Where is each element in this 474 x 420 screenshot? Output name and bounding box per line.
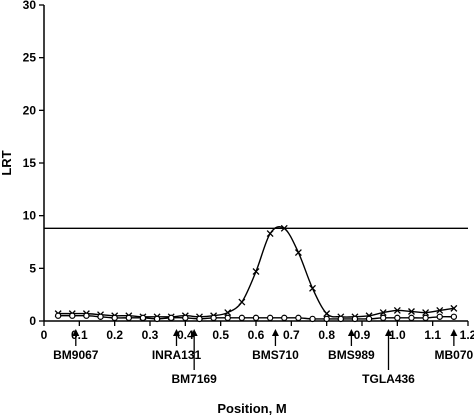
marker-label: BMS989	[328, 348, 375, 362]
marker-inra131: INRA131	[152, 329, 202, 362]
x-tick-label: 0.2	[106, 328, 123, 342]
data-point-o	[436, 313, 443, 320]
data-point-o	[111, 314, 118, 322]
data-point-o	[196, 315, 203, 323]
marker-arrow-head	[450, 329, 458, 336]
marker-layer: BM9067 INRA131 BM7169 BMS710 BMS989 TGLA436 MB…	[53, 329, 474, 386]
y-tick-label: 0	[29, 314, 36, 328]
marker-label: MB070	[435, 348, 474, 362]
data-point-o	[309, 315, 316, 323]
data-point-o	[365, 315, 373, 323]
data-point-o	[281, 314, 288, 322]
marker-label: TGLA436	[362, 372, 415, 386]
data-point-x	[294, 249, 302, 256]
data-point-x	[280, 224, 288, 232]
marker-arrow-head	[347, 329, 355, 336]
x-tick-label: 0.8	[318, 328, 335, 342]
y-tick-label: 25	[23, 51, 37, 65]
data-point-o	[69, 312, 76, 319]
data-point-o	[323, 315, 330, 323]
marker-bm7169: BM7169	[171, 329, 217, 386]
x-tick-label: 1.0	[389, 328, 406, 342]
data-point-o	[210, 314, 217, 322]
marker-bms710: BMS710	[252, 329, 299, 362]
data-point-x	[408, 308, 415, 315]
y-tick-label: 15	[23, 156, 37, 170]
x-tick-label: 0	[41, 328, 48, 342]
x-tick-label: 0.4	[177, 328, 194, 342]
y-tick-label: 5	[29, 261, 36, 275]
y-tick-label: 20	[23, 103, 37, 117]
data-point-o	[97, 313, 104, 320]
data-point-x	[393, 307, 401, 314]
data-point-o	[252, 314, 260, 322]
x-tick-label: 0.7	[283, 328, 300, 342]
marker-tgla436: TGLA436	[362, 329, 415, 386]
data-point-o	[54, 312, 62, 319]
data-point-x	[379, 309, 387, 317]
marker-arrow-head	[173, 329, 180, 336]
data-point-o	[450, 313, 458, 320]
y-tick-label: 10	[23, 209, 37, 223]
x-tick-label: 0.5	[212, 328, 229, 342]
y-ticks: 0 5 10 15 20 25 30	[23, 0, 44, 328]
data-point-o	[337, 315, 344, 323]
data-point-o	[182, 314, 189, 322]
data-point-o	[394, 314, 401, 322]
marker-bm9067: BM9067	[53, 329, 99, 362]
data-point-o	[139, 314, 147, 322]
x-tick-label: 0.6	[248, 328, 265, 342]
data-point-x	[224, 309, 232, 317]
data-point-o	[125, 314, 133, 322]
data-point-x	[323, 310, 331, 318]
marker-arrow-head	[190, 329, 198, 336]
marker-label: INRA131	[152, 348, 202, 362]
data-point-o	[224, 314, 231, 322]
y-tick-label: 30	[23, 0, 37, 12]
x-tick-label: 1.2	[460, 328, 474, 342]
marker-label: BMS710	[252, 348, 299, 362]
marker-mb070: MB070	[435, 329, 474, 362]
data-point-o	[295, 314, 302, 322]
y-axis-title: LRT	[0, 150, 14, 175]
data-point-x	[309, 284, 316, 292]
data-point-x	[450, 304, 458, 312]
data-point-x	[252, 268, 260, 275]
data-point-o	[83, 312, 90, 319]
x-ticks: 0 0.1 0.2 0.3 0.4 0.5 0.6 0.7 0.8 0.9 1.0 1.1 1.2	[41, 321, 474, 342]
x-axis-title: Position, M	[217, 401, 286, 416]
x-tick-label: 0.9	[354, 328, 371, 342]
x-tick-label: 1.1	[424, 328, 441, 342]
data-point-x	[266, 230, 274, 238]
data-point-o	[167, 314, 175, 322]
series-1-o	[54, 312, 458, 323]
data-point-o	[238, 314, 246, 322]
marker-label: BM9067	[53, 348, 99, 362]
data-point-o	[408, 314, 415, 322]
marker-arrow-head	[271, 329, 279, 336]
data-point-o	[380, 314, 387, 322]
data-point-x	[436, 307, 444, 314]
x-tick-label: 0.3	[142, 328, 159, 342]
data-point-o	[153, 315, 161, 323]
marker-bms989: BMS989	[328, 329, 375, 362]
series-layer	[54, 224, 458, 323]
series-0-x	[54, 224, 458, 321]
marker-arrow-head	[385, 329, 392, 336]
data-point-x	[422, 309, 430, 317]
data-point-x	[238, 298, 246, 306]
marker-label: BM7169	[171, 372, 217, 386]
data-point-o	[422, 314, 429, 322]
data-point-o	[266, 314, 274, 322]
data-point-o	[351, 315, 359, 323]
marker-arrow-head	[72, 329, 80, 336]
